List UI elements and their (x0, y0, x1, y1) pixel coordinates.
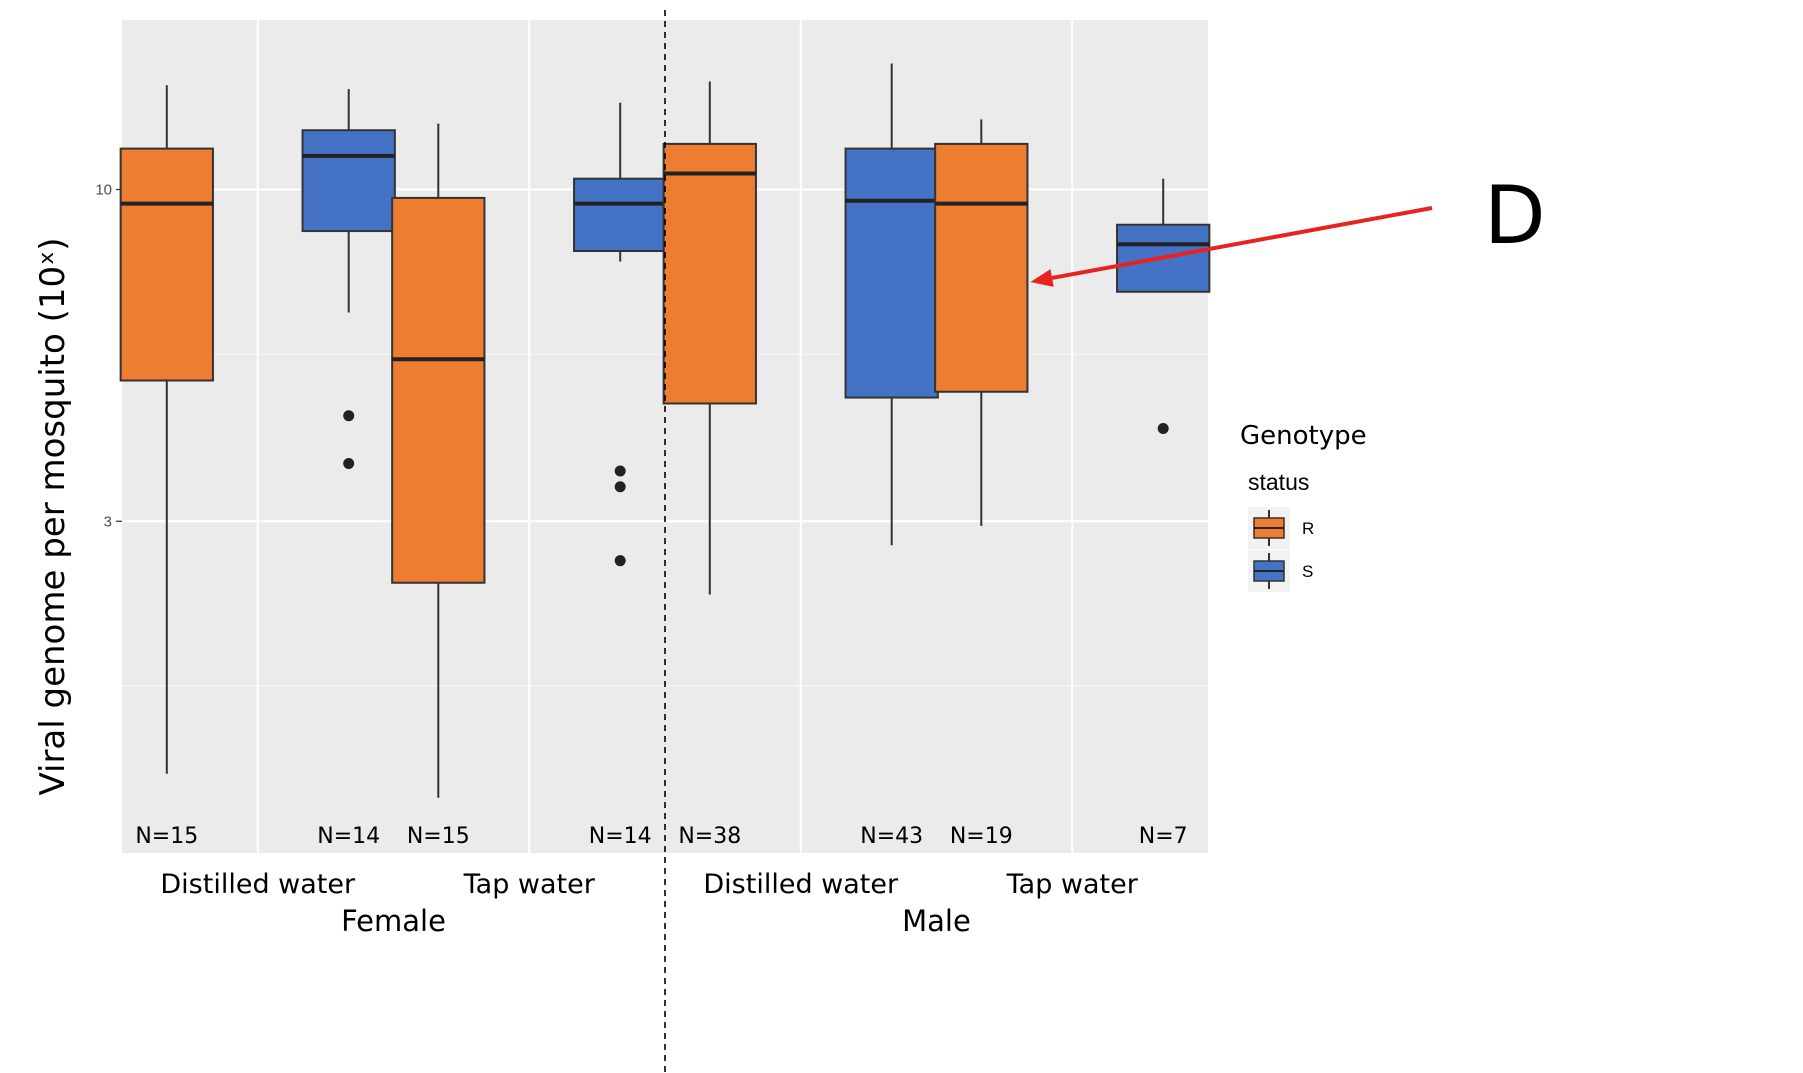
annotation-arrow-head (1030, 269, 1054, 287)
box-body (934, 142, 1029, 393)
sample-size-label: N=15 (135, 824, 198, 849)
box-male-distilled-water-r (662, 81, 757, 595)
y-axis-ticks: 10 3 (95, 182, 122, 530)
y-tick-label: 3 (104, 513, 112, 530)
legend: Genotype status RS (1240, 421, 1367, 592)
box-female-tap-water-r (391, 123, 486, 798)
sample-size-labels: N=15 N=14 N=15 N=14 N=38 N=43 N=19 N=7 (135, 824, 1187, 849)
y-axis-label: Viral genome per mosquito (10ˣ) (33, 237, 73, 795)
x-group-label: Female (341, 904, 446, 938)
x-group-label: Male (902, 904, 971, 938)
outlier-point (343, 410, 355, 422)
legend-entry-r: R (1248, 507, 1314, 549)
box-body (662, 142, 757, 405)
sample-size-label: N=14 (317, 824, 380, 849)
outlier-point (614, 555, 626, 567)
box-body (119, 147, 214, 382)
x-category-label: Distilled water (703, 869, 899, 900)
box-male-tap-water-r (934, 119, 1029, 526)
box-body (573, 177, 668, 252)
annotation: D (1030, 169, 1546, 287)
outlier-point (614, 481, 626, 493)
sample-size-label: N=19 (950, 824, 1013, 849)
box-body (391, 196, 486, 584)
sample-size-label: N=15 (407, 824, 470, 849)
y-tick-label: 10 (95, 182, 112, 199)
x-category-label: Distilled water (160, 869, 356, 900)
sample-size-label: N=38 (678, 824, 741, 849)
sample-size-label: N=14 (589, 824, 652, 849)
legend-key-label: R (1302, 519, 1314, 538)
legend-entries: RS (1248, 507, 1314, 592)
legend-key-label: S (1302, 562, 1313, 581)
x-category-label: Tap water (1006, 869, 1139, 900)
outlier-point (343, 457, 355, 469)
box-body (301, 129, 396, 233)
box-female-distilled-water-s (301, 89, 396, 469)
x-category-label: Tap water (463, 869, 596, 900)
outlier-point (614, 465, 626, 477)
box-female-distilled-water-r (119, 85, 214, 774)
x-axis-labels: Distilled water Tap water Distilled water T… (160, 869, 1138, 938)
box-male-distilled-water-s (844, 63, 939, 546)
legend-subtitle: status (1248, 469, 1309, 495)
sample-size-label: N=7 (1139, 824, 1188, 849)
outlier-point (1157, 423, 1169, 435)
legend-title: Genotype (1240, 421, 1367, 451)
annotation-arrow (1051, 206, 1433, 280)
boxes-layer (119, 63, 1211, 798)
legend-entry-s: S (1248, 550, 1313, 592)
box-body (844, 147, 939, 399)
box-female-tap-water-s (573, 102, 668, 567)
sample-size-label: N=43 (860, 824, 923, 849)
panel-label: D (1484, 169, 1546, 262)
